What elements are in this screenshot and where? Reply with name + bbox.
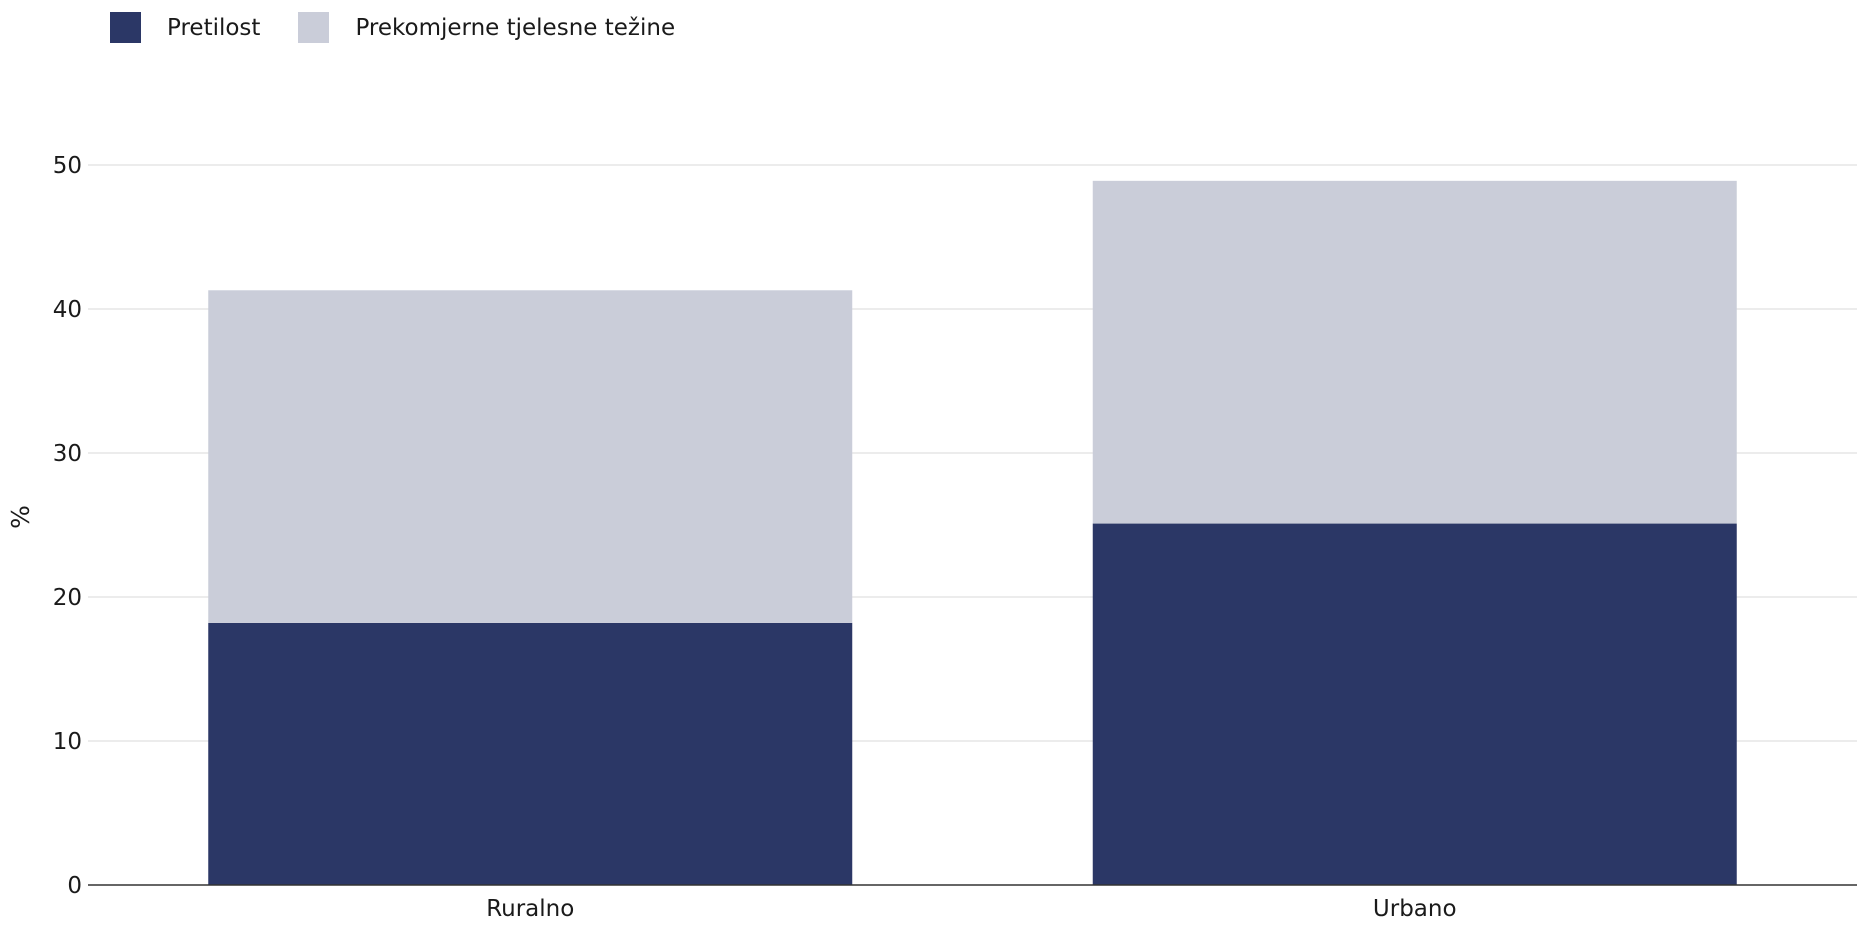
legend-item-prekomjerne: Prekomjerne tjelesne težine [298, 12, 675, 43]
bar-urbano-series-0 [1092, 523, 1737, 885]
y-tick-label: 20 [53, 585, 82, 611]
legend-item-pretilost: Pretilost [110, 12, 260, 43]
x-axis-ticks: Ruralno Urbano [486, 896, 1456, 922]
y-axis-label: % [6, 505, 35, 529]
y-tick-label: 50 [53, 153, 82, 179]
y-tick-label: 10 [53, 729, 82, 755]
x-tick-label: Ruralno [486, 896, 574, 922]
legend-swatch-prekomjerne [298, 12, 330, 43]
legend-label-pretilost: Pretilost [167, 14, 261, 41]
y-tick-label: 0 [67, 873, 82, 899]
bars [208, 180, 1737, 885]
chart-legend: Pretilost Prekomjerne tjelesne težine [110, 12, 713, 43]
legend-swatch-pretilost [110, 12, 141, 43]
x-tick-label: Urbano [1373, 896, 1457, 922]
y-tick-label: 30 [53, 441, 82, 467]
y-tick-label: 40 [53, 297, 82, 323]
bar-ruralno-series-1 [208, 290, 853, 623]
bar-ruralno-series-0 [208, 622, 853, 885]
y-axis-ticks: 0 10 20 30 40 50 [53, 153, 82, 899]
bar-urbano-series-1 [1092, 180, 1737, 524]
legend-label-prekomjerne: Prekomjerne tjelesne težine [355, 14, 676, 41]
